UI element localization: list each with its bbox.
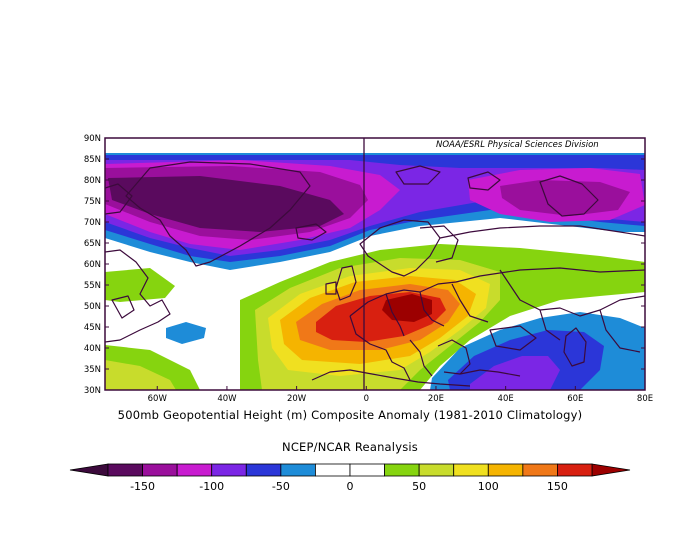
colorbar-label: -100 (199, 480, 224, 493)
colorbar-swatch (315, 463, 351, 477)
colorbar-label: 0 (347, 480, 354, 493)
lon-label-60e: 60E (567, 394, 583, 404)
colorbar-swatch (384, 463, 420, 477)
colorbar-swatch (245, 463, 282, 477)
longitude-axis: 60W 40W 20W 0 20E 40E 60E 80E (148, 386, 653, 404)
lon-label-40w: 40W (217, 394, 237, 404)
colorbar-swatch (487, 463, 524, 477)
map-title: 500mb Geopotential Height (m) Composite … (117, 408, 583, 422)
lat-label-65n: 65N (84, 239, 101, 249)
colorbar-swatch (107, 463, 143, 477)
lon-label-60w: 60W (148, 394, 168, 404)
lat-label-30n: 30N (84, 386, 101, 396)
colorbar (69, 463, 631, 477)
colorbar-label: -50 (272, 480, 290, 493)
negative-anomaly-siberia-2 (500, 180, 630, 216)
map-frame-area (105, 138, 645, 390)
lat-label-45n: 45N (84, 323, 101, 333)
colorbar-swatch (557, 463, 593, 477)
lat-label-40n: 40N (84, 344, 101, 354)
colorbar-swatch (522, 463, 558, 477)
colorbar-max-arrow (591, 463, 631, 477)
negative-anomaly-greenland-core (108, 176, 344, 232)
colorbar-swatch (349, 463, 385, 477)
lon-label-0: 0 (364, 394, 369, 404)
colorbar-swatch (142, 463, 178, 477)
map-subtitle: NCEP/NCAR Reanalysis (282, 440, 418, 454)
colorbar-label: -150 (130, 480, 155, 493)
lat-label-80n: 80N (84, 176, 101, 186)
colorbar-label: 100 (478, 480, 499, 493)
lon-label-40e: 40E (498, 394, 514, 404)
colorbar-labels: -150 -100 -50 0 50 100 150 (130, 480, 568, 493)
positive-anomaly-europe-max (382, 294, 432, 322)
colorbar-label: 50 (412, 480, 426, 493)
negative-anomaly-mideast-3 (470, 356, 560, 390)
lat-label-60n: 60N (84, 260, 101, 270)
positive-anomaly-west (105, 268, 175, 302)
negative-anomaly-atlantic (166, 322, 206, 344)
colorbar-swatch (176, 463, 213, 477)
coastlines (105, 161, 645, 387)
lat-label-90n: 90N (84, 134, 101, 144)
lat-label-75n: 75N (84, 197, 101, 207)
lat-label-70n: 70N (84, 218, 101, 228)
colorbar-min-arrow (69, 463, 109, 477)
lon-label-20w: 20W (287, 394, 307, 404)
colorbar-swatch (211, 463, 247, 477)
colorbar-swatch (418, 463, 455, 477)
positive-anomaly-southwest-2 (105, 360, 176, 390)
lon-label-80e: 80E (637, 394, 653, 404)
latitude-axis: 90N 85N 80N 75N 70N 65N 60N 55N 50N 45N 40N 35N 30N (84, 134, 645, 396)
colorbar-swatch (453, 463, 489, 477)
lat-label-35n: 35N (84, 365, 101, 375)
lon-label-20e: 20E (428, 394, 444, 404)
lat-label-55n: 55N (84, 281, 101, 291)
lat-label-50n: 50N (84, 302, 101, 312)
data-credit: NOAA/ESRL Physical Sciences Division (436, 140, 599, 150)
colorbar-label: 150 (547, 480, 568, 493)
lat-label-85n: 85N (84, 155, 101, 165)
colorbar-swatch (280, 463, 316, 477)
